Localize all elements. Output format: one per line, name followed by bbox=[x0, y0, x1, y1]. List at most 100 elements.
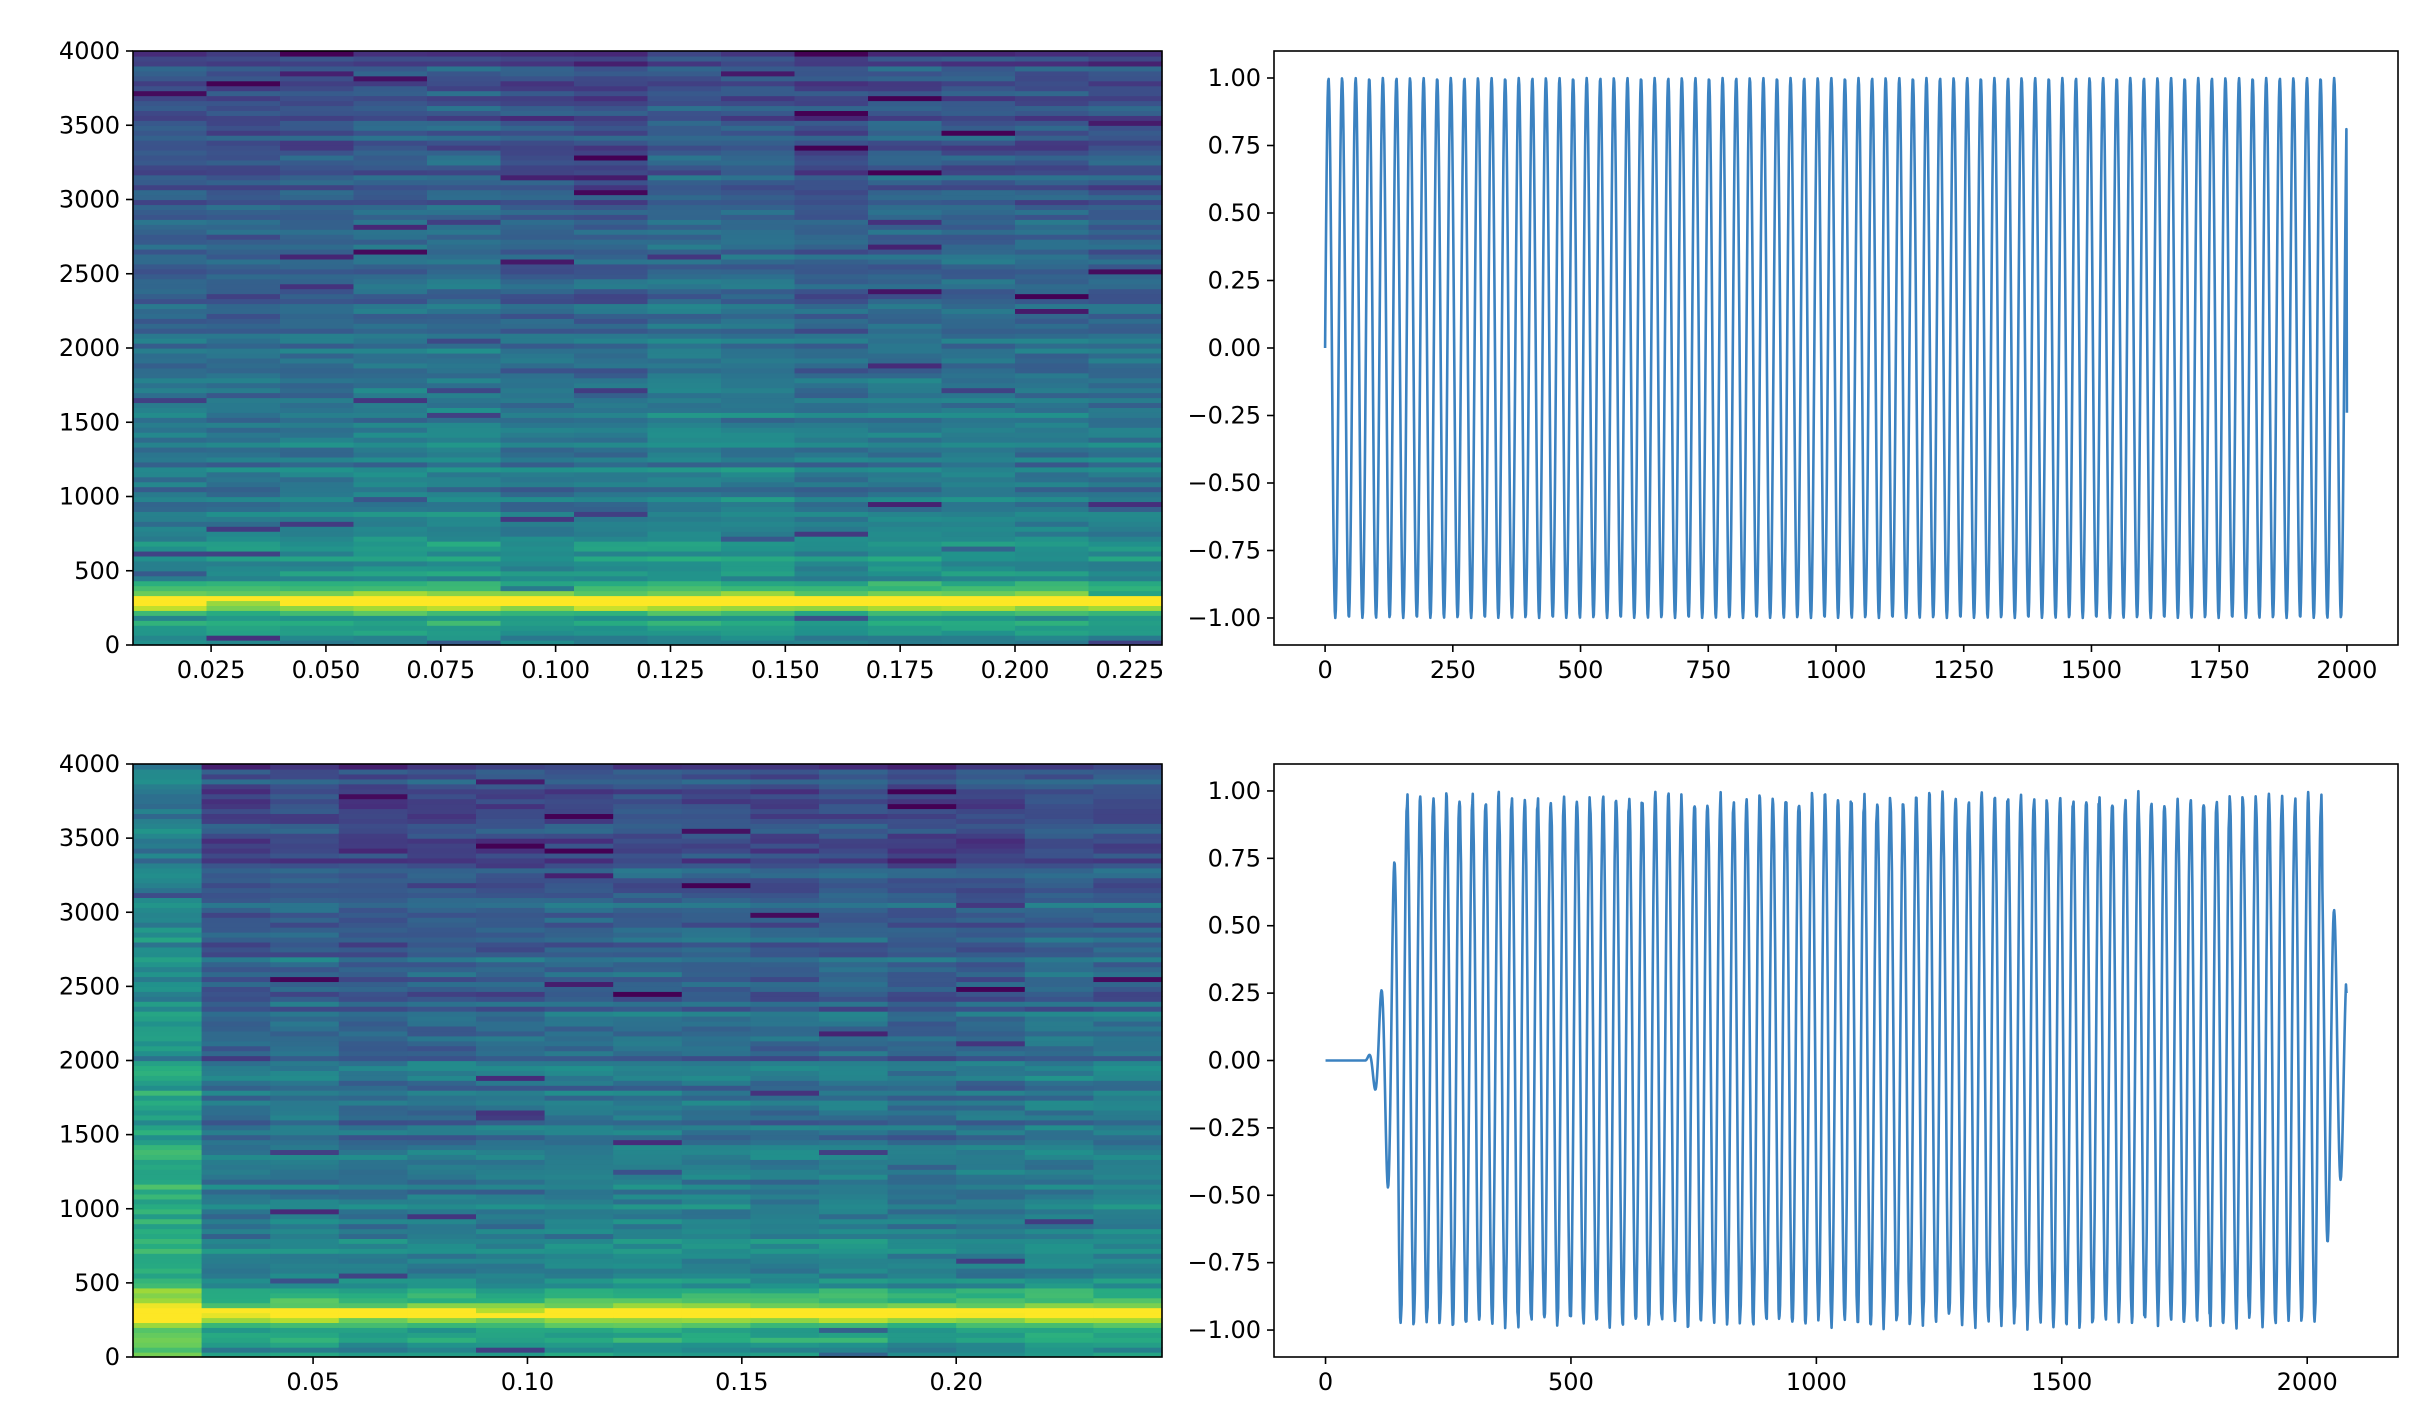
spectrogram-cell bbox=[1088, 506, 1163, 512]
spectrogram-cell bbox=[338, 1149, 408, 1155]
spectrogram-cell bbox=[1015, 352, 1090, 359]
spectrogram-cell bbox=[544, 828, 614, 834]
spectrogram-cell bbox=[1093, 941, 1163, 948]
spectrogram-cell bbox=[500, 516, 575, 522]
spectrogram-cell bbox=[270, 951, 340, 958]
spectrogram-cell bbox=[941, 85, 1016, 92]
spectrogram-cell bbox=[476, 867, 546, 874]
spectrogram-cell bbox=[941, 451, 1016, 458]
spectrogram-cell bbox=[647, 100, 722, 107]
spectrogram-cell bbox=[574, 471, 649, 478]
spectrogram-cell bbox=[338, 1258, 408, 1264]
spectrogram-cell bbox=[956, 1139, 1026, 1146]
spectrogram-cell bbox=[887, 1134, 957, 1141]
spectrogram-cell bbox=[1024, 1282, 1094, 1289]
spectrogram-cell bbox=[476, 1228, 546, 1235]
spectrogram-cell bbox=[544, 1292, 614, 1299]
spectrogram-cell bbox=[613, 1050, 683, 1057]
spectrogram-cell bbox=[206, 135, 281, 141]
spectrogram-cell bbox=[941, 565, 1016, 572]
spectrogram-cell bbox=[476, 803, 546, 810]
spectrogram-cell bbox=[407, 922, 477, 928]
spectrogram-cell bbox=[574, 253, 649, 260]
spectrogram-cell bbox=[270, 961, 340, 968]
spectrogram-cell bbox=[338, 1347, 408, 1353]
spectrogram-cell bbox=[427, 640, 502, 646]
spectrogram-cell bbox=[133, 1030, 203, 1037]
spectrogram-cell bbox=[613, 872, 683, 879]
spectrogram-cell bbox=[500, 258, 575, 265]
spectrogram-cell bbox=[887, 823, 957, 829]
spectrogram-cell bbox=[544, 1223, 614, 1230]
spectrogram-cell bbox=[681, 803, 751, 810]
spectrogram-cell bbox=[819, 852, 889, 859]
spectrogram-cell bbox=[1088, 313, 1163, 319]
spectrogram-cell bbox=[794, 288, 869, 295]
spectrogram-cell bbox=[1024, 1075, 1094, 1081]
spectrogram-cell bbox=[427, 630, 502, 636]
spectrogram-cell bbox=[280, 323, 355, 329]
spectrogram-cell bbox=[613, 1154, 683, 1160]
spectrogram-cell bbox=[201, 872, 271, 879]
x-tick-label: 0.075 bbox=[406, 656, 475, 684]
spectrogram-cell bbox=[1015, 115, 1090, 121]
spectrogram-cell bbox=[941, 179, 1016, 186]
spectrogram-cell bbox=[201, 1055, 271, 1062]
y-tick-label: 0.50 bbox=[1208, 199, 1261, 227]
spectrogram-cell bbox=[819, 981, 889, 987]
spectrogram-cell bbox=[338, 941, 408, 948]
spectrogram-cell bbox=[941, 135, 1016, 141]
spectrogram-cell bbox=[1024, 941, 1094, 948]
spectrogram-cell bbox=[500, 387, 575, 394]
spectrogram-cell bbox=[750, 838, 820, 844]
spectrogram-cell bbox=[353, 526, 428, 532]
spectrogram-cell bbox=[500, 357, 575, 364]
spectrogram-cell bbox=[476, 1213, 546, 1220]
spectrogram-cell bbox=[868, 560, 943, 567]
spectrogram-cell bbox=[201, 788, 271, 795]
spectrogram-cell bbox=[407, 1292, 477, 1299]
spectrogram-cell bbox=[280, 199, 355, 206]
spectrogram-cell bbox=[1015, 204, 1090, 210]
spectrogram-cell bbox=[133, 902, 203, 908]
spectrogram-cell bbox=[206, 615, 281, 621]
spectrogram-cell bbox=[353, 427, 428, 433]
spectrogram-cell bbox=[721, 130, 796, 136]
spectrogram-cell bbox=[270, 843, 340, 849]
spectrogram-cell bbox=[647, 189, 722, 196]
spectrogram-cell bbox=[1015, 451, 1090, 458]
spectrogram-cell bbox=[1015, 635, 1090, 641]
spectrogram-cell bbox=[750, 1198, 820, 1205]
spectrogram-cell bbox=[407, 897, 477, 903]
spectrogram-cell bbox=[270, 907, 340, 913]
spectrogram-cell bbox=[280, 164, 355, 171]
spectrogram-cell bbox=[133, 555, 208, 562]
spectrogram-cell bbox=[500, 456, 575, 463]
spectrogram-cell bbox=[407, 1272, 477, 1279]
spectrogram-cell bbox=[201, 1070, 271, 1076]
spectrogram-cell bbox=[206, 516, 281, 522]
spectrogram-cell bbox=[819, 1179, 889, 1185]
spectrogram-cell bbox=[353, 75, 428, 82]
spectrogram-cell bbox=[1088, 570, 1163, 577]
spectrogram-cell bbox=[427, 367, 502, 374]
spectrogram-cell bbox=[201, 1268, 271, 1274]
spectrogram-cell bbox=[338, 783, 408, 790]
spectrogram-cell bbox=[427, 392, 502, 399]
spectrogram-cell bbox=[750, 1263, 820, 1269]
spectrogram-cell bbox=[133, 1307, 203, 1314]
spectrogram-cell bbox=[201, 1164, 271, 1170]
spectrogram-cell bbox=[887, 971, 957, 978]
spectrogram-cell bbox=[819, 1090, 889, 1096]
spectrogram-cell bbox=[941, 526, 1016, 532]
spectrogram-cell bbox=[407, 1119, 477, 1126]
spectrogram-cell bbox=[427, 417, 502, 423]
spectrogram-cell bbox=[941, 204, 1016, 210]
spectrogram-cell bbox=[133, 516, 208, 522]
spectrogram-cell bbox=[574, 437, 649, 443]
spectrogram-cell bbox=[887, 1322, 957, 1328]
spectrogram-cell bbox=[206, 348, 281, 354]
spectrogram-cell bbox=[613, 907, 683, 913]
spectrogram-cell bbox=[1024, 1287, 1094, 1294]
spectrogram-cell bbox=[956, 828, 1026, 834]
